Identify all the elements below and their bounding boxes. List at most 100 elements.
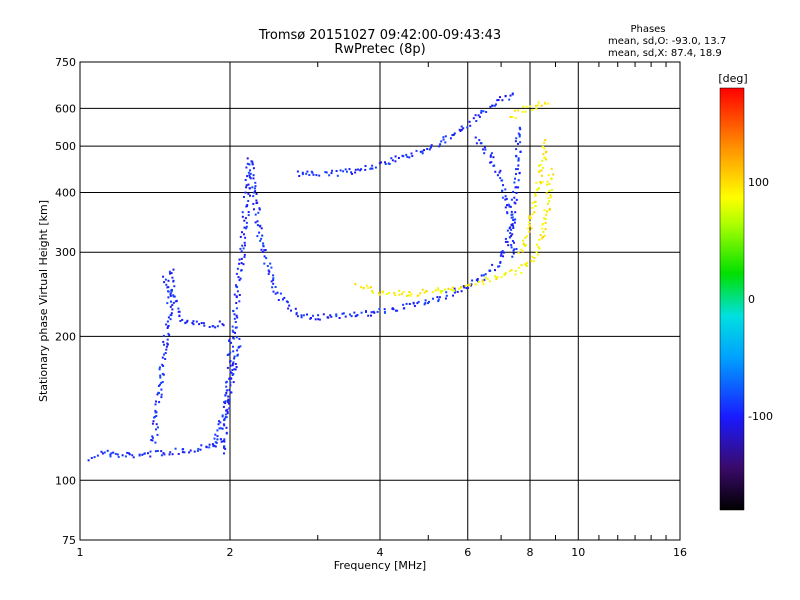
data-point [371, 167, 374, 170]
data-point [239, 247, 242, 250]
data-point [371, 164, 374, 167]
data-point [468, 120, 471, 123]
data-point [182, 448, 185, 451]
data-point [388, 291, 391, 294]
data-point [196, 449, 199, 452]
data-point [374, 166, 377, 169]
data-point [511, 92, 514, 95]
data-point [239, 345, 242, 348]
data-point [327, 316, 330, 319]
data-point [403, 307, 406, 310]
data-point [223, 438, 226, 441]
data-point [531, 206, 534, 209]
data-point [466, 126, 469, 129]
data-point [230, 341, 233, 344]
data-point [335, 313, 338, 316]
data-point [235, 307, 238, 310]
data-point [533, 211, 536, 214]
data-point [419, 292, 422, 295]
data-point [542, 153, 545, 156]
data-point [521, 250, 524, 253]
data-point [531, 109, 534, 111]
data-point [518, 127, 521, 130]
data-point [502, 184, 504, 187]
data-point [527, 227, 530, 230]
data-point [511, 216, 514, 219]
data-point [229, 364, 232, 367]
data-point [223, 417, 226, 420]
x-tick-label: 16 [673, 546, 687, 559]
data-point [109, 455, 112, 458]
data-point [295, 311, 298, 314]
data-point [380, 161, 383, 164]
data-point [252, 202, 255, 205]
data-point [235, 295, 238, 298]
y-tick-label: 300 [55, 246, 76, 259]
data-point [482, 283, 485, 286]
data-point [283, 296, 286, 299]
colorbar [719, 87, 745, 511]
data-point [408, 303, 411, 305]
data-point [231, 329, 234, 332]
data-point [364, 168, 367, 171]
data-point [442, 138, 445, 141]
data-point [508, 270, 511, 273]
data-point [263, 249, 266, 252]
data-point [233, 357, 236, 360]
data-point [501, 99, 504, 102]
data-point [154, 403, 157, 406]
data-point [262, 242, 265, 245]
data-point [538, 169, 541, 172]
data-point [224, 394, 227, 397]
data-point [241, 215, 244, 218]
data-point [523, 243, 526, 246]
x-tick-label: 4 [377, 546, 384, 559]
data-point [430, 144, 433, 147]
data-point [489, 154, 492, 157]
data-point [544, 218, 547, 221]
data-point [253, 187, 256, 190]
data-point [269, 262, 272, 265]
data-point [151, 439, 154, 442]
data-point [495, 277, 498, 279]
data-point [496, 276, 499, 279]
data-point [494, 269, 496, 272]
data-point [248, 176, 251, 179]
data-point [475, 142, 478, 145]
data-point [476, 278, 479, 280]
data-point [519, 141, 522, 144]
data-point [397, 157, 400, 159]
data-point [517, 266, 520, 269]
data-point [325, 171, 328, 174]
data-point [514, 177, 516, 180]
data-point [482, 148, 485, 151]
data-point [341, 312, 344, 315]
data-point [258, 225, 261, 228]
data-point [318, 318, 321, 321]
y-tick-label: 200 [55, 330, 76, 343]
data-point [218, 420, 220, 423]
data-point [116, 453, 119, 456]
data-point [338, 317, 341, 319]
data-point [224, 400, 227, 403]
data-point [121, 454, 124, 457]
data-point [547, 174, 550, 177]
data-point [537, 164, 540, 167]
data-point [318, 174, 321, 177]
data-point [511, 233, 514, 236]
data-point [421, 150, 424, 153]
data-point [514, 186, 517, 189]
data-point [252, 191, 255, 194]
y-axis-label: Stationary phase Virtual Height [km] [37, 200, 50, 402]
data-point [452, 133, 455, 136]
data-point [510, 246, 513, 249]
data-point [245, 166, 248, 169]
data-point [252, 167, 255, 170]
data-point [508, 98, 511, 101]
data-point [154, 411, 157, 414]
data-point [453, 289, 456, 292]
data-point [383, 308, 386, 311]
data-point [225, 416, 228, 419]
data-point [272, 290, 275, 293]
data-point [441, 290, 444, 293]
